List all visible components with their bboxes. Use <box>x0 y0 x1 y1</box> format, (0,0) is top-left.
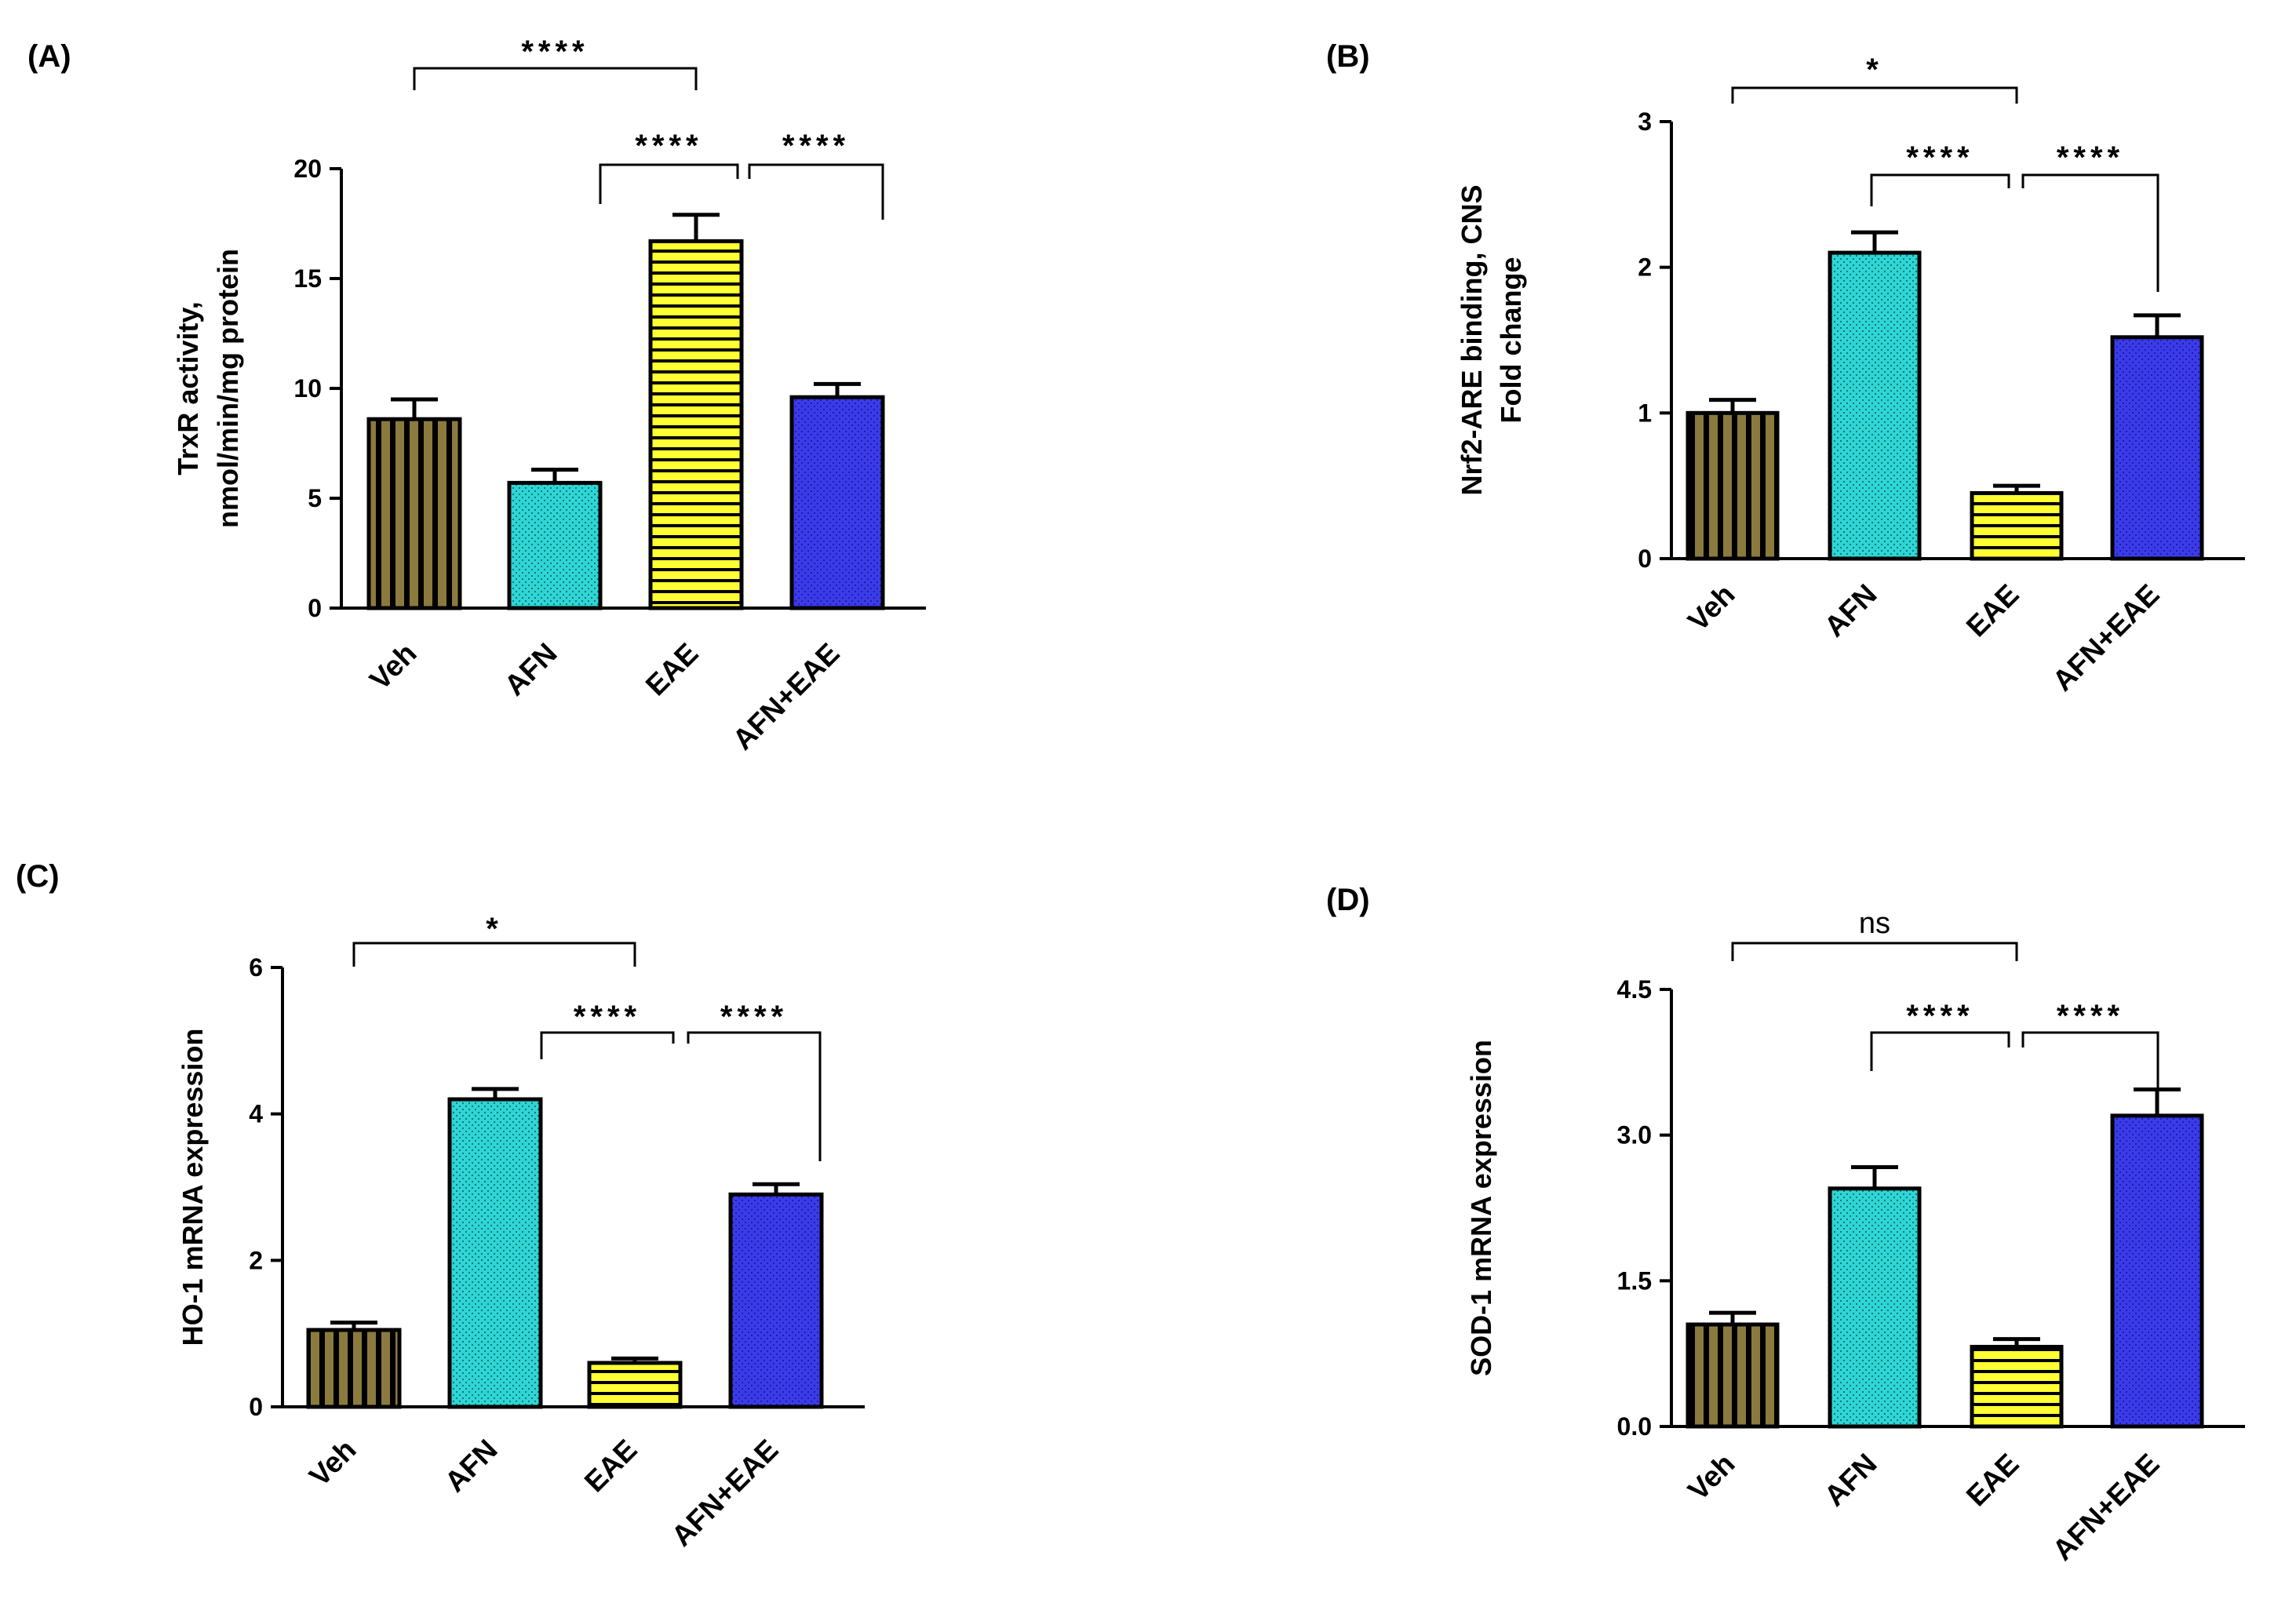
panel-a-sig-label: **** <box>782 129 850 163</box>
panel-a-ytick-label: 15 <box>293 264 322 293</box>
panel-d-label: (D) <box>1326 883 1370 917</box>
panel-a-bar-eae <box>648 239 744 610</box>
panel-b-ytick-label: 3 <box>1638 107 1652 136</box>
panel-d-category-label-eae: EAE <box>1960 1448 2025 1513</box>
panel-d-ytick-label: 1.5 <box>1617 1266 1652 1295</box>
panel-a-bar-veh <box>366 417 462 610</box>
panel-b-category-label-afn: AFN <box>1818 578 1883 643</box>
panel-a-ytick-label: 0 <box>308 594 322 622</box>
panel-a-sig-bracket <box>748 163 884 220</box>
panel-a-bar-afn <box>507 480 603 610</box>
panel-c-sig-bracket <box>540 1031 675 1059</box>
panel-b-category-label-veh: Veh <box>1682 578 1741 638</box>
panel-d-sig-label: **** <box>1906 999 1973 1033</box>
panel-b-sig-bracket <box>1731 86 2018 104</box>
panel-c-sig-label: **** <box>574 1000 641 1034</box>
panel-d-sig-bracket <box>1870 1031 2010 1071</box>
panel-b-y-axis-label: Nrf2-ARE binding, CNS <box>1456 185 1488 496</box>
panel-c-category-label-afn-plus-eae: AFN+EAE <box>665 1434 785 1553</box>
panel-b-ytick-label: 1 <box>1638 399 1652 427</box>
panel-b-category-label-eae: EAE <box>1960 578 2025 643</box>
panel-a-y-axis-label: TrxR activity, <box>172 301 204 475</box>
panel-d-y-axis-label: SOD-1 mRNA expression <box>1465 1040 1497 1376</box>
panel-a-category-label-afn: AFN <box>498 637 563 702</box>
panel-c-sig-bracket <box>687 1031 822 1161</box>
panel-b-sig-bracket <box>1870 173 2010 206</box>
panel-b-ytick-label: 0 <box>1638 545 1652 573</box>
panel-b-sig-label: **** <box>2057 140 2124 175</box>
panel-a-ytick-label: 5 <box>308 484 322 512</box>
panel-b-ytick-label: 2 <box>1638 253 1652 282</box>
panel-d-category-label-veh: Veh <box>1682 1448 1741 1507</box>
panel-a: (A) 0 5 10 15 20 TrxR activity, nmol/min/mg pr… <box>27 35 926 756</box>
panel-a-y-axis-label: nmol/min/mg protein <box>212 249 244 528</box>
panel-b-bar-eae <box>1970 490 2064 561</box>
panel-a-bar-afn-plus-eae <box>789 395 885 610</box>
panel-d-bar-afn <box>1828 1186 1922 1429</box>
panel-c-category-label-eae: EAE <box>578 1434 643 1499</box>
panel-c-label: (C) <box>16 859 60 894</box>
panel-a-sig-bracket <box>599 163 739 204</box>
panel-a-sig-label: **** <box>635 129 702 163</box>
panel-a-ytick-label: 20 <box>293 155 322 183</box>
panel-d: (D) 0.0 1.5 3.0 4.5 SOD-1 mRNA expression Veh… <box>1326 883 2245 1567</box>
panel-d-bar-eae <box>1970 1345 2064 1429</box>
panel-b-category-label-afn-plus-eae: AFN+EAE <box>2046 578 2166 698</box>
panel-a-category-label-afn-plus-eae: AFN+EAE <box>727 637 846 756</box>
panel-c-ytick-label: 2 <box>249 1246 263 1274</box>
panel-d-bar-veh <box>1686 1322 1780 1429</box>
panel-d-sig-bracket <box>2021 1031 2159 1087</box>
panel-d-sig-bracket <box>1731 942 2018 961</box>
panel-b-y-axis-label: Fold change <box>1495 257 1527 423</box>
panel-b-bar-afn <box>1828 250 1922 561</box>
panel-c-bar-afn <box>447 1097 543 1409</box>
panel-d-ytick-label: 0.0 <box>1617 1412 1652 1441</box>
panel-c-category-label-veh: Veh <box>303 1434 363 1493</box>
panel-c-ytick-label: 4 <box>249 1100 263 1128</box>
panel-d-sig-label: **** <box>2057 999 2124 1033</box>
panel-c-sig-label: * <box>486 912 503 946</box>
panel-a-sig-label: **** <box>521 35 589 69</box>
panel-c-ytick-label: 0 <box>249 1393 263 1421</box>
panel-d-category-label-afn: AFN <box>1818 1448 1883 1513</box>
panel-d-ytick-label: 3.0 <box>1617 1121 1652 1149</box>
panel-c-sig-label: **** <box>720 1000 788 1034</box>
panel-b-bar-veh <box>1686 410 1780 561</box>
panel-a-label: (A) <box>27 39 71 74</box>
panel-d-category-label-afn-plus-eae: AFN+EAE <box>2046 1448 2166 1567</box>
panel-a-category-label-veh: Veh <box>363 637 423 697</box>
panel-d-sig-label: ns <box>1859 907 1890 940</box>
panel-a-category-label-eae: EAE <box>640 637 705 702</box>
panel-d-bar-afn-plus-eae <box>2110 1113 2204 1429</box>
panel-b: (B) 0 1 2 3 Nrf2-ARE binding, CNS Fold change… <box>1326 39 2245 698</box>
panel-d-ytick-label: 4.5 <box>1617 975 1652 1004</box>
panel-b-sig-label: **** <box>1906 140 1973 175</box>
panel-c: (C) 0 2 4 6 HO-1 mRNA expression Veh AFN EAE AFN… <box>16 859 865 1553</box>
panel-b-sig-label: * <box>1866 53 1883 87</box>
panel-c-y-axis-label: HO-1 mRNA expression <box>177 1029 209 1346</box>
panel-c-bar-afn-plus-eae <box>728 1192 824 1409</box>
panel-b-bar-afn-plus-eae <box>2110 335 2204 561</box>
panel-c-category-label-afn: AFN <box>439 1434 504 1499</box>
panel-b-label: (B) <box>1326 39 1370 74</box>
panel-b-sig-bracket <box>2021 173 2159 292</box>
panel-a-sig-bracket <box>413 67 698 90</box>
panel-c-ytick-label: 6 <box>249 953 263 982</box>
panel-c-sig-bracket <box>352 942 636 967</box>
panel-c-bar-veh <box>306 1328 402 1409</box>
panel-c-bar-eae <box>587 1361 683 1409</box>
panel-a-ytick-label: 10 <box>293 374 322 403</box>
